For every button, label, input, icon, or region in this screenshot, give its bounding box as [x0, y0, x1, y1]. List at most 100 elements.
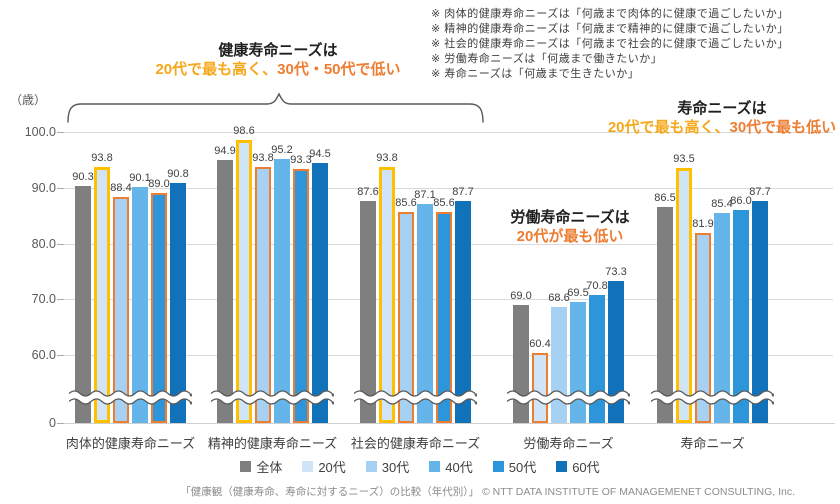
- x-axis-line: [64, 423, 835, 424]
- y-axis-unit-label: （歳）: [9, 93, 46, 107]
- bar-4-1: [293, 169, 309, 423]
- annotation-life-subtitle: 20代で最も高く、30代で最も低い: [604, 119, 840, 136]
- bar-value-label: 89.0: [148, 178, 170, 191]
- bar-5-1: [312, 162, 328, 423]
- category-label: 寿命ニーズ: [680, 436, 745, 451]
- footnote-line: ※ 寿命ニーズは「何歳まで生きたいか」: [431, 68, 640, 80]
- bar-value-label: 90.8: [167, 168, 189, 181]
- bar-1-4: [676, 168, 692, 423]
- y-axis-tick-label: 60.0: [31, 348, 56, 363]
- legend-item-2: 30代: [365, 457, 410, 476]
- bar-value-label: 81.9: [692, 217, 714, 230]
- footnote-line: ※ 労働寿命ニーズは「何歳まで働きたいか」: [431, 53, 663, 65]
- y-axis-tick-label: 0: [49, 416, 56, 430]
- bar-value-label: 86.5: [654, 192, 676, 205]
- bar-value-label: 93.5: [673, 153, 695, 166]
- bar-value-label: 85.6: [395, 197, 417, 210]
- y-axis-tick-label: 80.0: [31, 236, 56, 251]
- legend-label: 全体: [256, 460, 283, 475]
- bar-value-label: 93.8: [376, 151, 398, 164]
- annotation-work-needs: 労働寿命ニーズは 20代が最も低い: [470, 209, 670, 245]
- legend-label: 60代: [572, 460, 600, 475]
- axis-break-wave: [211, 390, 334, 405]
- legend-label: 30代: [381, 460, 410, 475]
- annotation-work-title: 労働寿命ニーズは: [510, 209, 630, 226]
- footnote-line: ※ 肉体的健康寿命ニーズは「何歳まで肉体的に健康で過ごしたいか」: [431, 8, 789, 20]
- annotation-health-subtitle: 20代で最も高く、30代・50代で低い: [98, 61, 458, 78]
- footnote-line: ※ 精神的健康寿命ニーズは「何歳まで精神的に健康で過ごしたいか」: [431, 23, 789, 35]
- y-axis-tick: [57, 243, 64, 245]
- bar-value-label: 87.7: [452, 185, 474, 198]
- bar-3-4: [714, 213, 730, 423]
- bar-1-2: [379, 166, 395, 423]
- bar-0-0: [75, 186, 91, 423]
- footnotes-block: ※ 肉体的健康寿命ニーズは「何歳まで肉体的に健康で過ごしたいか」 ※ 精神的健康寿…: [431, 7, 789, 82]
- annotation-health-gold-text: 20代で最も高く、: [155, 61, 278, 78]
- gridline: [64, 132, 833, 133]
- bar-value-label: 69.0: [510, 289, 532, 302]
- bar-value-label: 93.3: [290, 154, 312, 167]
- annotation-life-orange-text: 30代で最も低い: [729, 119, 837, 136]
- legend-swatch: [365, 461, 377, 472]
- axis-break-wave: [354, 390, 477, 405]
- bar-value-label: 88.4: [110, 181, 132, 194]
- bar-0-2: [360, 201, 376, 423]
- category-label: 労働寿命ニーズ: [523, 436, 614, 451]
- bar-4-4: [733, 210, 749, 423]
- bar-value-label: 93.8: [91, 151, 113, 164]
- brace-bracket: [67, 92, 484, 123]
- legend-label: 50代: [508, 460, 537, 475]
- legend-item-1: 20代: [302, 457, 346, 476]
- legend-swatch: [302, 461, 314, 472]
- legend-item-0: 全体: [240, 457, 282, 476]
- bar-0-1: [217, 160, 233, 423]
- axis-break-wave: [69, 390, 192, 405]
- legend-swatch: [556, 461, 568, 472]
- bar-1-3: [532, 352, 548, 423]
- bar-4-0: [151, 193, 167, 423]
- bar-value-label: 69.5: [567, 287, 589, 300]
- bar-1-1: [236, 139, 252, 423]
- bar-5-4: [752, 200, 768, 423]
- bar-2-0: [113, 196, 129, 423]
- bar-value-label: 73.3: [605, 265, 627, 278]
- bar-2-4: [695, 232, 711, 423]
- y-axis-tick: [57, 355, 64, 357]
- annotation-health-orange-text: 30代・50代で低い: [277, 61, 401, 78]
- bar-value-label: 87.6: [357, 186, 379, 199]
- annotation-health-needs: 健康寿命ニーズは 20代で最も高く、30代・50代で低い: [98, 42, 458, 78]
- bar-value-label: 86.0: [730, 195, 752, 208]
- bar-5-0: [170, 183, 186, 423]
- y-axis-tick: [57, 132, 64, 133]
- legend: 全体 20代 30代 40代 50代 60代: [0, 457, 840, 476]
- bar-value-label: 87.7: [749, 185, 771, 198]
- footnote-line: ※ 社会的健康寿命ニーズは「何歳まで社会的に健康で過ごしたいか」: [431, 38, 789, 50]
- legend-swatch: [492, 461, 504, 472]
- y-axis-tick-label: 70.0: [31, 292, 56, 307]
- y-axis-tick: [57, 299, 64, 301]
- bar-value-label: 60.4: [529, 337, 551, 350]
- bar-3-1: [274, 158, 290, 423]
- y-axis-tick: [57, 187, 64, 189]
- annotation-work-subtitle: 20代が最も低い: [470, 228, 670, 245]
- bar-3-2: [417, 203, 433, 423]
- y-axis-tick-label: 90.0: [31, 180, 56, 195]
- category-label: 社会的健康寿命ニーズ: [350, 436, 481, 451]
- footer-credit: 「健康観（健康寿命、寿命に対するニーズ）の比較（年代別）」 © NTT DATA…: [180, 486, 795, 498]
- bar-value-label: 93.8: [252, 151, 274, 164]
- bar-value-label: 87.1: [414, 188, 436, 201]
- legend-item-3: 40代: [429, 457, 473, 476]
- annotation-life-needs: 寿命ニーズは 20代で最も高く、30代で最も低い: [604, 100, 840, 136]
- bar-4-2: [436, 212, 452, 423]
- legend-label: 20代: [318, 460, 346, 475]
- bar-value-label: 90.1: [129, 172, 151, 185]
- legend-label: 40代: [445, 460, 473, 475]
- annotation-work-orange-text: 20代が最も低い: [516, 228, 624, 245]
- bar-value-label: 95.2: [271, 143, 293, 156]
- bar-value-label: 90.3: [72, 171, 94, 184]
- bar-value-label: 94.9: [214, 145, 236, 158]
- bar-2-2: [398, 212, 414, 423]
- bar-value-label: 98.6: [233, 124, 255, 137]
- category-label: 肉体的健康寿命ニーズ: [65, 436, 196, 451]
- category-label: 精神的健康寿命ニーズ: [207, 436, 338, 451]
